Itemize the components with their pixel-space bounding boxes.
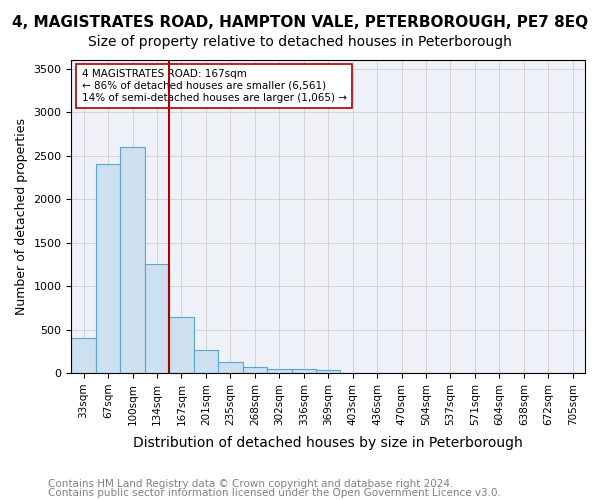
X-axis label: Distribution of detached houses by size in Peterborough: Distribution of detached houses by size … [133, 436, 523, 450]
Text: 4 MAGISTRATES ROAD: 167sqm
← 86% of detached houses are smaller (6,561)
14% of s: 4 MAGISTRATES ROAD: 167sqm ← 86% of deta… [82, 70, 347, 102]
Bar [218, 362, 242, 373]
Bar [316, 370, 340, 373]
Bar [267, 368, 292, 373]
Bar [242, 367, 267, 373]
Bar [145, 264, 169, 373]
Bar [194, 350, 218, 373]
Bar [121, 147, 145, 373]
Text: Size of property relative to detached houses in Peterborough: Size of property relative to detached ho… [88, 35, 512, 49]
Bar [71, 338, 96, 373]
Text: Contains HM Land Registry data © Crown copyright and database right 2024.: Contains HM Land Registry data © Crown c… [48, 479, 454, 489]
Bar [292, 368, 316, 373]
Text: 4, MAGISTRATES ROAD, HAMPTON VALE, PETERBOROUGH, PE7 8EQ: 4, MAGISTRATES ROAD, HAMPTON VALE, PETER… [12, 15, 588, 30]
Bar [169, 316, 194, 373]
Text: Contains public sector information licensed under the Open Government Licence v3: Contains public sector information licen… [48, 488, 501, 498]
Bar [96, 164, 121, 373]
Y-axis label: Number of detached properties: Number of detached properties [15, 118, 28, 315]
